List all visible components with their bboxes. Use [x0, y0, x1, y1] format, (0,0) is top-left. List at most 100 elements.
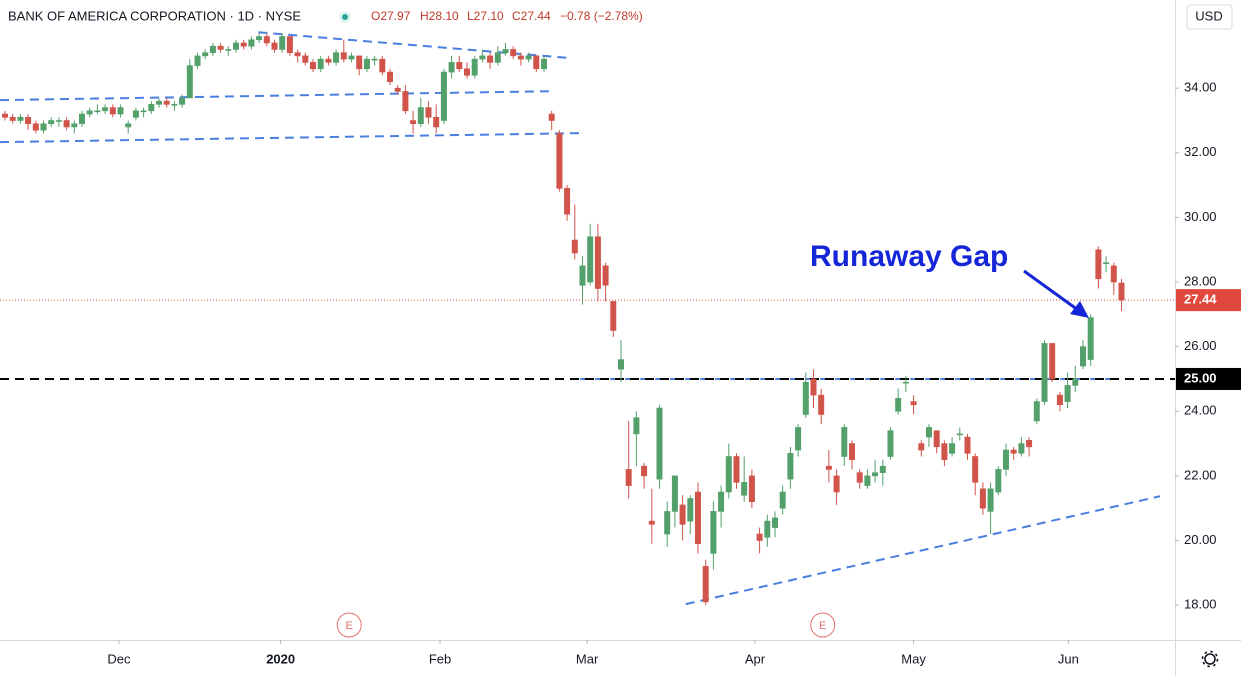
candle-body: [617, 359, 624, 370]
candle-body: [440, 71, 447, 121]
candle-body: [425, 107, 432, 118]
candle-body: [1056, 394, 1063, 406]
candle-body: [448, 62, 455, 73]
candle-body: [594, 236, 601, 289]
candle-body: [802, 381, 809, 415]
plot-area: [0, 31, 1175, 606]
candle-body: [117, 107, 124, 115]
candle-body: [410, 120, 417, 125]
candle-body: [1079, 346, 1086, 367]
candle-body: [610, 301, 617, 331]
candle-body: [541, 58, 547, 70]
candle-body: [94, 110, 101, 113]
candle-body: [502, 49, 509, 53]
candle-body: [725, 456, 732, 493]
candle-body: [887, 430, 894, 457]
candle-body: [1033, 401, 1040, 422]
trendline: [258, 31, 572, 60]
candle-body: [1095, 249, 1102, 280]
candle-body: [240, 42, 247, 47]
candle-body: [356, 55, 363, 70]
candle-body: [694, 491, 701, 545]
candle-body: [1118, 282, 1125, 301]
candle-body: [1026, 440, 1033, 448]
candle-body: [387, 71, 393, 83]
chart-title: BANK OF AMERICA CORPORATION · 1D · NYSE: [8, 8, 301, 23]
candle-body: [317, 58, 324, 70]
candle-body: [972, 456, 979, 483]
candle-body: [987, 488, 994, 512]
candle-body: [679, 504, 686, 525]
currency: USD: [1195, 8, 1222, 23]
y-tick-label: 20.00: [1184, 532, 1217, 547]
candle-body: [1002, 449, 1009, 470]
candle-body: [1018, 443, 1025, 454]
candle-body: [186, 65, 193, 99]
settings-icon[interactable]: [1201, 650, 1219, 668]
candle-body: [841, 427, 848, 457]
candle-body: [548, 113, 555, 121]
candle-body: [179, 97, 186, 105]
candle-body: [864, 475, 871, 486]
candle-body: [371, 58, 378, 61]
candle-body: [510, 49, 517, 57]
candle-body: [1110, 265, 1117, 283]
candle-body: [286, 36, 293, 53]
ohlc-open: O27.97: [371, 9, 411, 23]
candle-body: [910, 401, 917, 406]
candle-body: [433, 116, 440, 128]
candle-body: [25, 116, 32, 125]
y-tick-label: 24.00: [1184, 403, 1217, 418]
candle-body: [132, 110, 139, 118]
settings-ring: [1204, 653, 1216, 665]
settings-teeth: [1201, 650, 1219, 668]
candle-body: [71, 123, 78, 128]
candle-body: [456, 62, 463, 70]
candle-body: [964, 436, 971, 454]
candle-body: [464, 68, 470, 76]
candle-body: [825, 465, 832, 470]
candle-body: [302, 55, 309, 63]
candle-body: [2, 113, 8, 118]
candle-body: [648, 520, 655, 525]
y-tick-label: 30.00: [1184, 209, 1217, 224]
candle-body: [125, 123, 132, 128]
candle-body: [748, 475, 755, 503]
candle-body: [895, 398, 902, 412]
candle-body: [579, 265, 586, 286]
candle-body: [32, 123, 39, 131]
event-label: E: [819, 620, 826, 632]
currency-box[interactable]: [1186, 4, 1233, 30]
candle-body: [202, 52, 209, 57]
candle-body: [956, 433, 963, 436]
candle-body: [633, 417, 640, 435]
candle-body: [687, 498, 694, 522]
x-tick-label: Mar: [576, 651, 599, 666]
y-tick-label: 18.00: [1184, 597, 1217, 612]
candle-body: [525, 55, 532, 60]
candle-body: [86, 110, 93, 115]
candle-body: [872, 472, 879, 477]
candle-body: [209, 45, 216, 53]
candle-body: [102, 107, 109, 112]
candle-body: [279, 36, 286, 50]
x-tick-label: Jun: [1058, 651, 1079, 666]
x-tick-label: Feb: [429, 651, 451, 666]
event-marker: [810, 612, 836, 638]
candle-body: [1103, 262, 1110, 264]
candle-body: [941, 443, 948, 461]
candle-body: [587, 236, 594, 283]
candle-body: [764, 520, 771, 538]
candle-body: [779, 491, 786, 509]
ohlc-close: C27.44: [512, 9, 551, 23]
annotation-arrow: [1023, 269, 1079, 312]
last-price-label: 27.44: [1184, 292, 1217, 307]
candle-body: [918, 443, 925, 451]
candle-body: [487, 55, 494, 63]
candle-body: [1041, 343, 1048, 402]
candle-body: [394, 87, 401, 92]
candle-body: [1049, 343, 1056, 380]
candle-body: [771, 517, 778, 528]
